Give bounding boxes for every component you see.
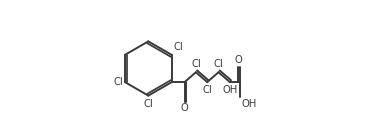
Text: Cl: Cl [202, 85, 212, 95]
Text: OH: OH [241, 99, 256, 109]
Text: Cl: Cl [113, 77, 123, 87]
Text: O: O [181, 103, 189, 113]
Text: OH: OH [222, 85, 237, 95]
Text: Cl: Cl [214, 59, 223, 69]
Text: Cl: Cl [143, 99, 153, 109]
Text: Cl: Cl [173, 42, 183, 52]
Text: O: O [235, 55, 243, 65]
Text: Cl: Cl [191, 59, 201, 69]
